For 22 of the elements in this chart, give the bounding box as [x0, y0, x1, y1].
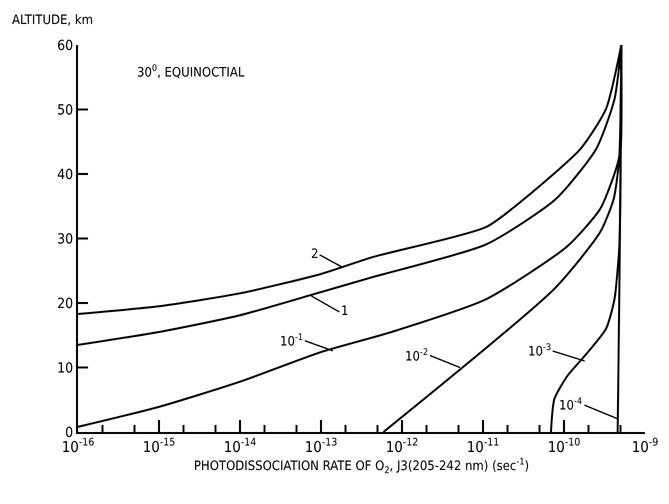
x-tick-label: 10$^{-11}$: [466, 436, 500, 456]
y-tick-label: 10: [57, 360, 74, 376]
x-tick-label: 10$^{-9}$: [632, 436, 658, 456]
y-tick-label: 20: [57, 296, 74, 312]
y-axis-title: ALTITUDE, km: [12, 13, 94, 28]
annotation: 10$^{-1}$: [280, 333, 304, 350]
x-tick-label: 10$^{-15}$: [142, 436, 176, 456]
y-tick-label: 30: [57, 231, 74, 248]
x-tick-label: 10$^{-10}$: [548, 436, 580, 456]
annotation: 10$^{-3}$: [528, 343, 552, 360]
annotation: 1: [341, 304, 348, 319]
annotation: 2: [311, 247, 318, 262]
x-tick-label: 10$^{-14}$: [224, 436, 256, 456]
annotation: 10$^{-4}$: [559, 397, 582, 414]
annotation: 10$^{-2}$: [405, 348, 428, 364]
annotation: 30$^{0}$, EQUINOCTIAL: [137, 64, 245, 80]
y-tick-label: 50: [57, 102, 74, 118]
y-tick-label: 60: [57, 38, 74, 54]
x-axis-title: PHOTODISSOCIATION RATE OF O$_{2}$, J3(205-242 nm) (sec$^{-1}$): [194, 458, 530, 476]
y-tick-label: 40: [57, 166, 74, 183]
x-tick-label: 10$^{-12}$: [386, 436, 418, 456]
x-tick-label: 10$^{-13}$: [304, 436, 338, 456]
